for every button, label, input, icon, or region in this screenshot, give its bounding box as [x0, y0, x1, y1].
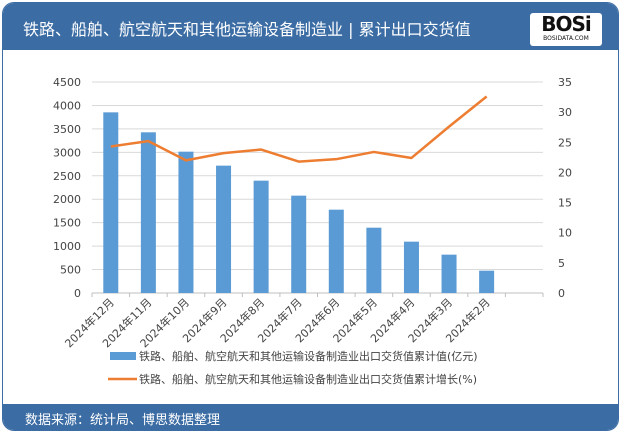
legend-bar-swatch — [110, 352, 136, 360]
left-axis-tick: 3500 — [53, 123, 81, 136]
data-source: 数据来源：统计局、博思数据整理 — [25, 413, 221, 428]
header: 铁路、船舶、航空航天和其他运输设备制造业 | 累计出口交货值 BOSi BOSI… — [3, 3, 618, 50]
bar — [103, 112, 119, 293]
right-axis-tick: 5 — [558, 257, 565, 270]
bar — [479, 270, 495, 293]
left-axis-tick: 3000 — [53, 146, 81, 159]
legend-line-label: 铁路、船舶、航空航天和其他运输设备制造业出口交货值累计增长(%) — [139, 372, 477, 386]
bar — [253, 180, 269, 293]
bar — [178, 151, 194, 293]
left-axis-tick: 1000 — [53, 240, 81, 253]
footer: 数据来源：统计局、博思数据整理 — [3, 404, 618, 430]
right-axis-tick: 35 — [558, 76, 572, 89]
bar — [291, 195, 307, 293]
bar — [403, 241, 419, 293]
left-axis-tick: 2500 — [53, 170, 81, 183]
left-axis-tick: 4500 — [53, 76, 81, 89]
bar — [140, 132, 156, 293]
bar — [216, 165, 232, 293]
right-axis-tick: 15 — [558, 197, 572, 210]
right-axis-tick: 20 — [558, 166, 572, 179]
bosi-logo: BOSi BOSIDATA.COM — [530, 13, 602, 46]
left-axis-tick: 2000 — [53, 193, 81, 206]
right-axis-tick: 10 — [558, 227, 572, 240]
right-axis-tick: 30 — [558, 106, 572, 119]
left-axis-tick: 4000 — [53, 99, 81, 112]
bar — [366, 227, 382, 293]
left-axis-tick: 1500 — [53, 217, 81, 230]
left-axis-tick: 0 — [74, 287, 81, 300]
growth-line — [110, 95, 488, 163]
chart-title: 铁路、船舶、航空航天和其他运输设备制造业 | 累计出口交货值 — [23, 20, 471, 39]
bar — [328, 209, 344, 293]
right-axis-tick: 0 — [558, 287, 565, 300]
legend-bar-label: 铁路、船舶、航空航天和其他运输设备制造业出口交货值累计值(亿元) — [139, 349, 478, 363]
right-axis-tick: 25 — [558, 136, 572, 149]
bar — [441, 254, 457, 293]
left-axis-tick: 500 — [60, 264, 81, 277]
